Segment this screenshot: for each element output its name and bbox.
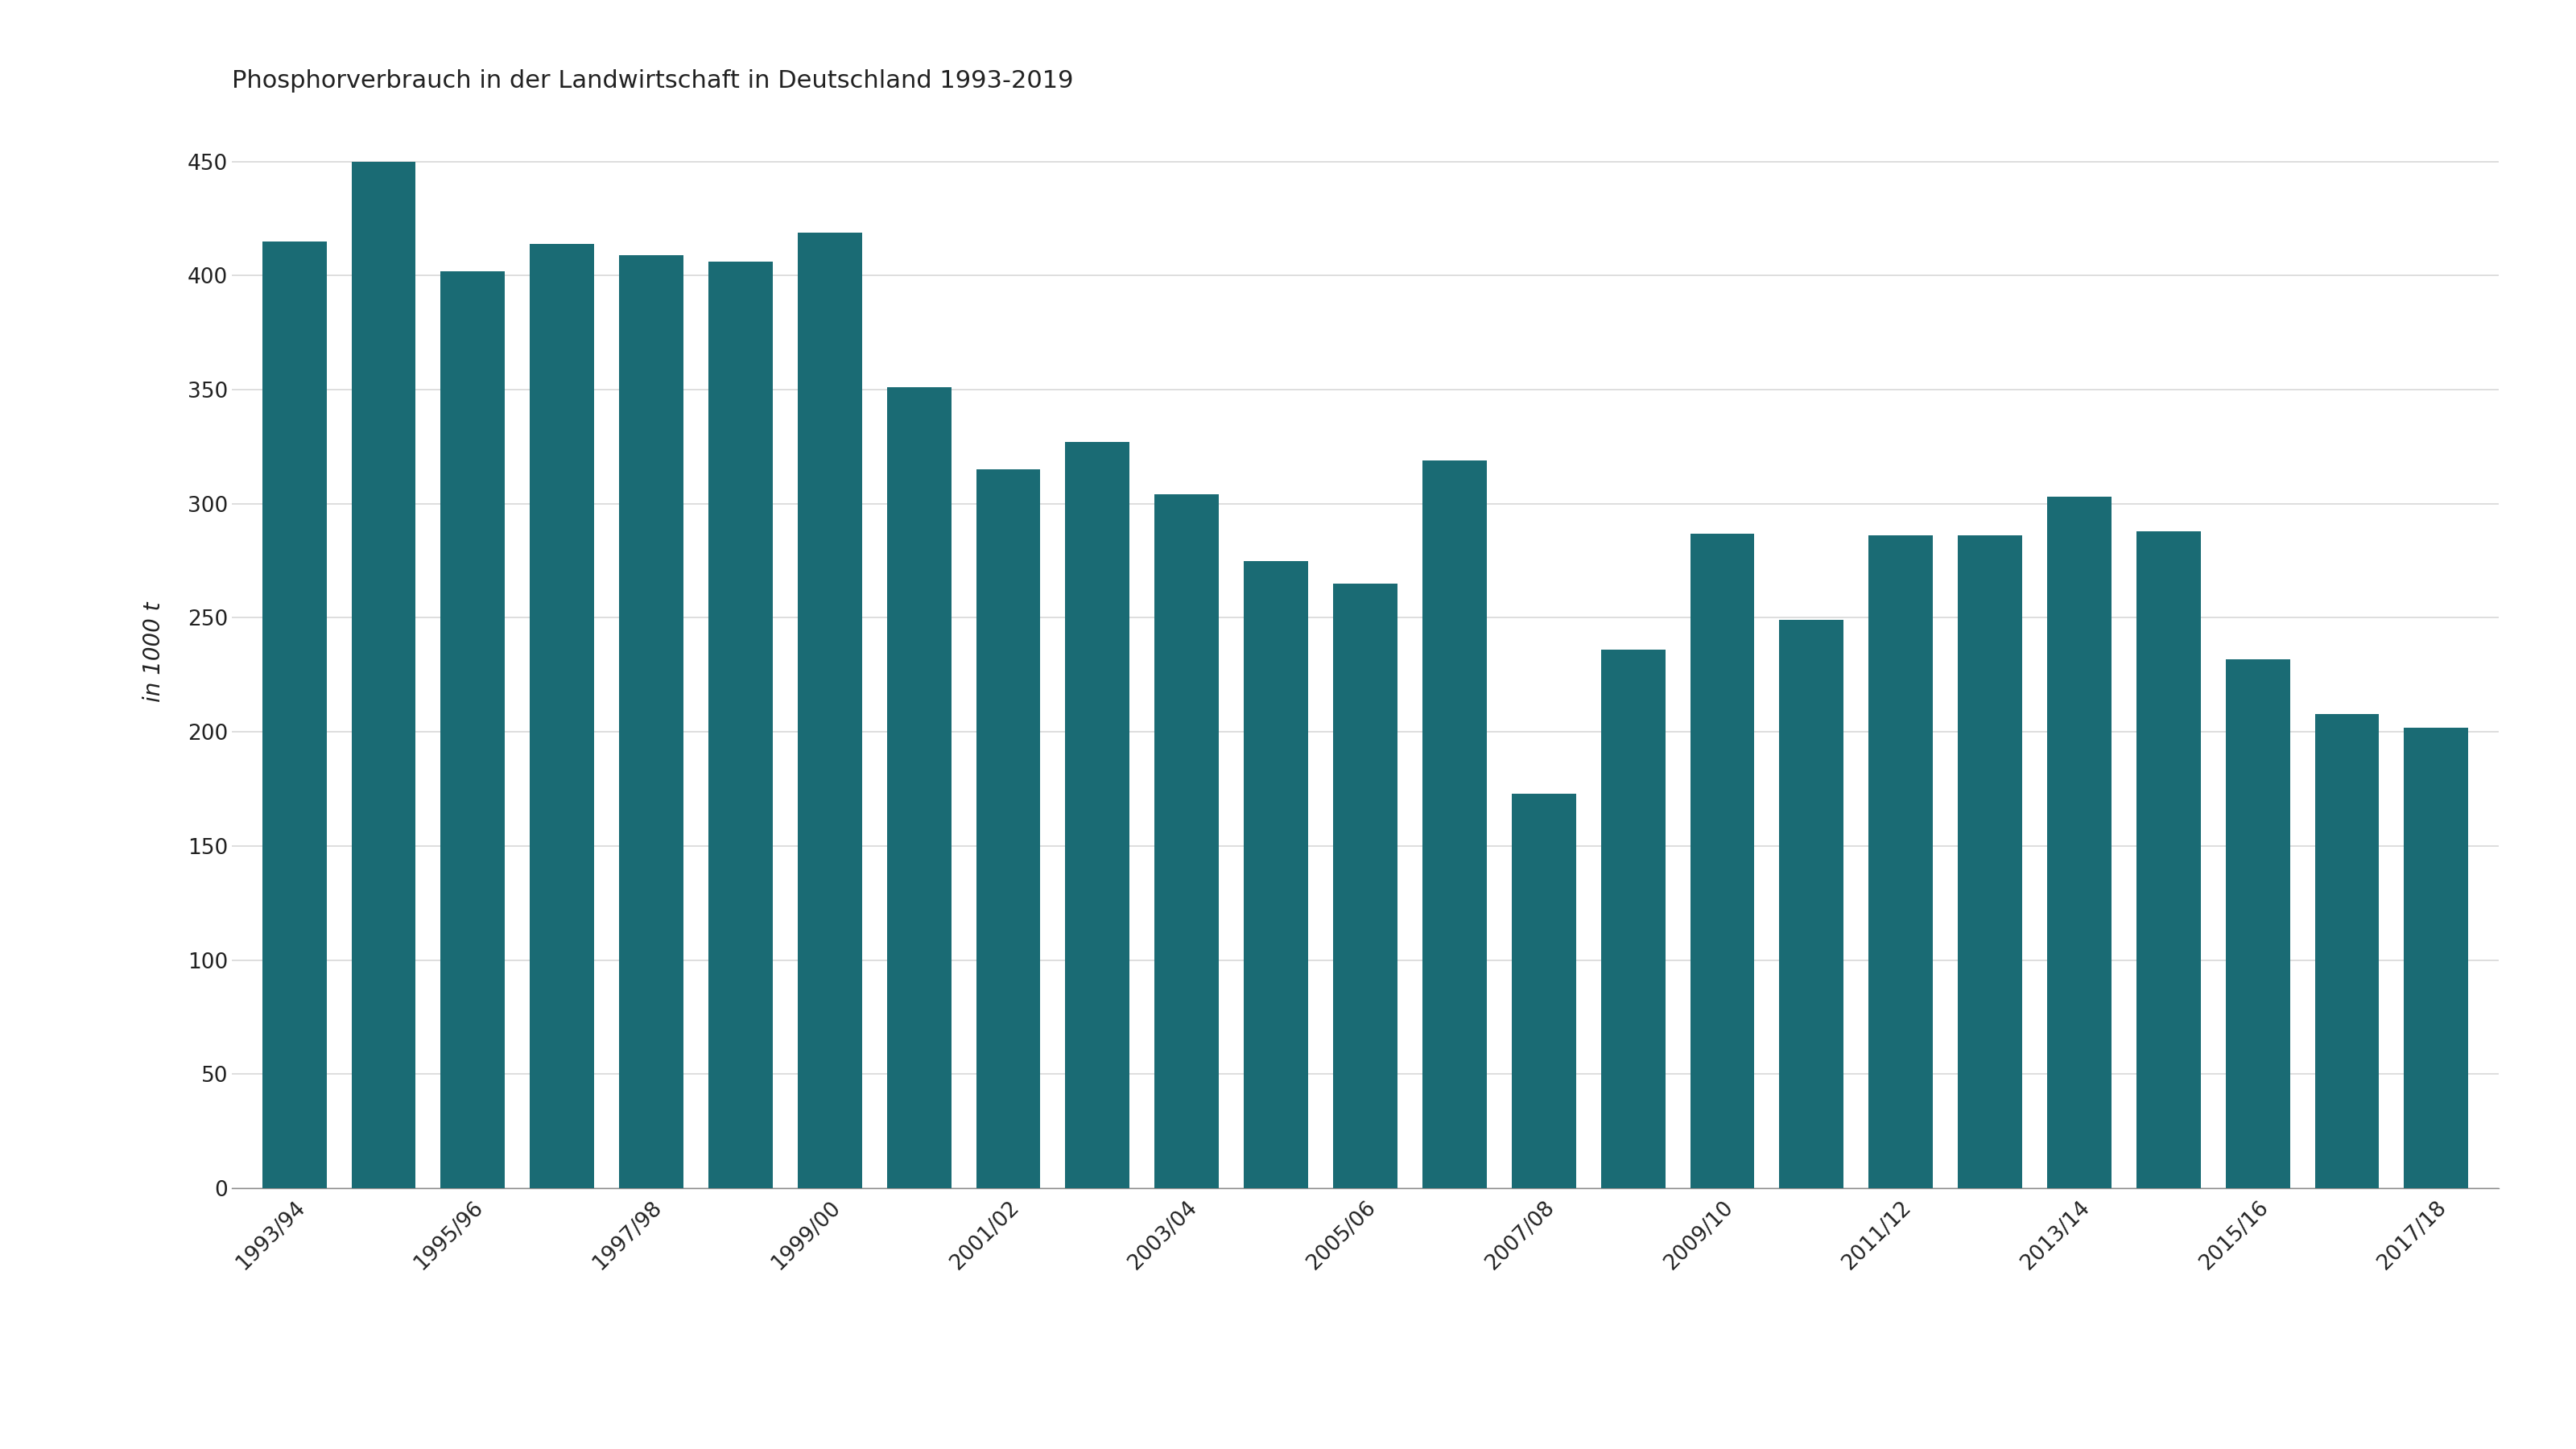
Bar — [1154, 494, 1218, 1188]
Bar — [1066, 442, 1131, 1188]
Bar — [1868, 536, 1932, 1188]
Bar — [976, 469, 1041, 1188]
Bar — [886, 387, 951, 1188]
Text: Phosphorverbrauch in der Landwirtschaft in Deutschland 1993-2019: Phosphorverbrauch in der Landwirtschaft … — [232, 70, 1074, 93]
Bar — [708, 262, 773, 1188]
Bar — [440, 271, 505, 1188]
Y-axis label: in 1000 t: in 1000 t — [142, 601, 165, 703]
Bar — [2136, 532, 2200, 1188]
Bar — [1600, 649, 1664, 1188]
Bar — [531, 243, 595, 1188]
Bar — [2316, 714, 2380, 1188]
Bar — [2226, 659, 2290, 1188]
Bar — [799, 232, 863, 1188]
Bar — [1958, 536, 2022, 1188]
Bar — [2048, 497, 2112, 1188]
Bar — [1422, 461, 1486, 1188]
Bar — [1780, 620, 1844, 1188]
Bar — [618, 255, 683, 1188]
Bar — [1512, 794, 1577, 1188]
Bar — [1334, 584, 1396, 1188]
Bar — [2403, 727, 2468, 1188]
Bar — [1690, 533, 1754, 1188]
Bar — [1244, 561, 1309, 1188]
Bar — [263, 242, 327, 1188]
Bar — [350, 161, 415, 1188]
